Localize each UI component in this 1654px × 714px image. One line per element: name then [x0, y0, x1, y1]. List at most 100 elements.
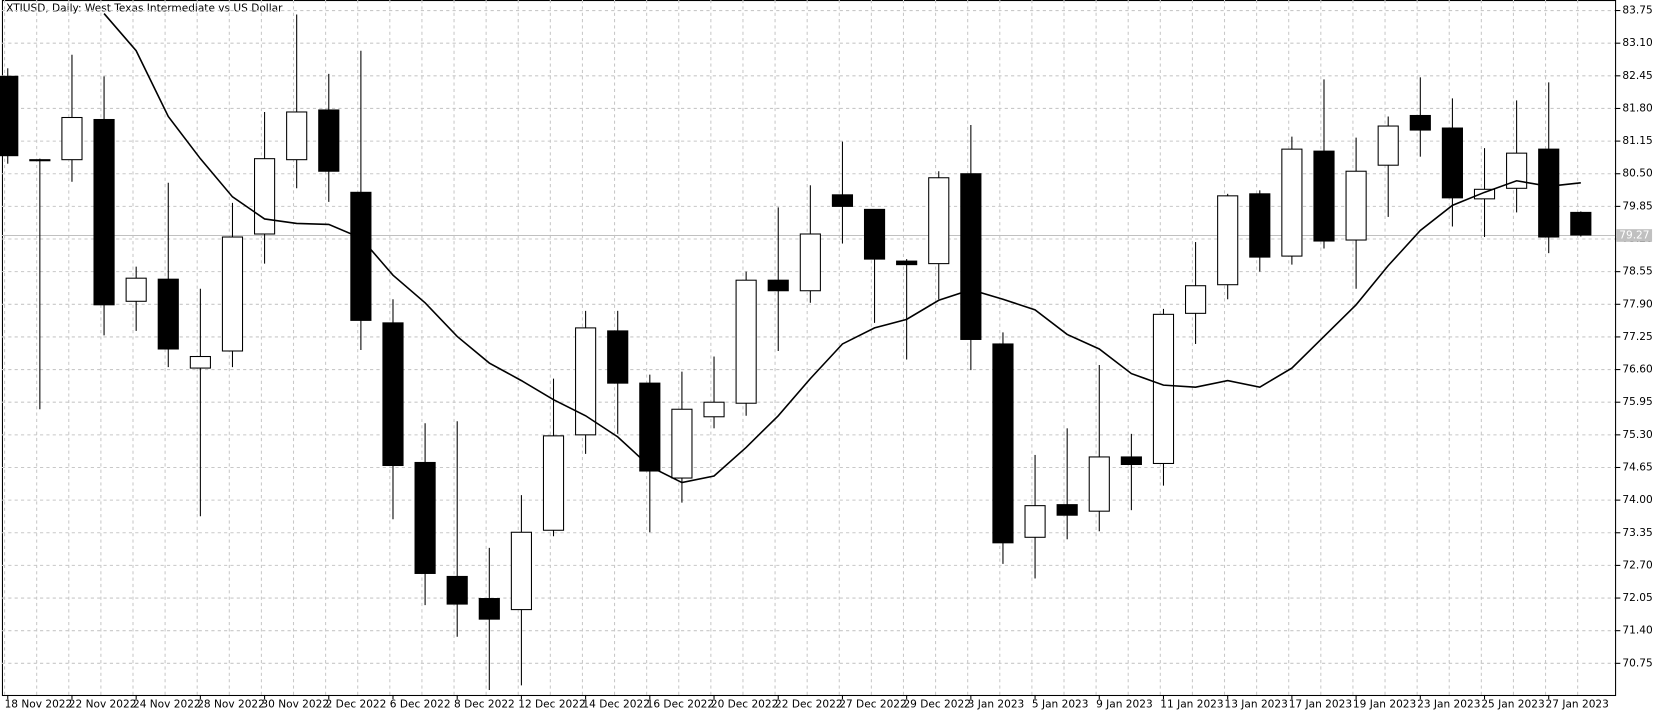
y-tick-label: 76.60 [1622, 364, 1653, 376]
candle-body [1249, 193, 1271, 258]
candle-body [735, 279, 757, 404]
y-tick-label: 77.90 [1622, 298, 1653, 310]
y-tick-label: 71.40 [1622, 625, 1653, 637]
y-tick-label: 72.05 [1622, 592, 1652, 604]
candle-body [575, 327, 597, 436]
candle-body [1185, 285, 1207, 314]
candle-body [1152, 313, 1175, 465]
candle-body [799, 233, 821, 292]
plot-frame [1, 0, 1617, 697]
candle-body [318, 109, 340, 172]
candle-body [639, 382, 661, 472]
x-tick-label: 6 Dec 2022 [390, 698, 451, 710]
candle-body [1281, 148, 1303, 257]
x-tick-label: 5 Jan 2023 [1032, 698, 1089, 710]
candle-body [29, 159, 51, 162]
x-tick-label: 22 Dec 2022 [775, 698, 842, 710]
candle-body [61, 116, 83, 161]
x-tick-label: 17 Jan 2023 [1289, 698, 1352, 710]
moving-average-line [103, 13, 1581, 484]
candle-body [1088, 456, 1110, 512]
candle-body [286, 111, 308, 161]
y-tick-label: 81.15 [1622, 135, 1652, 147]
x-tick-label: 18 Nov 2022 [5, 698, 73, 710]
candle-body [1056, 504, 1078, 516]
candle-body [478, 598, 500, 620]
last-price-label: 79.27 [1619, 230, 1649, 242]
x-tick-label: 19 Jan 2023 [1353, 698, 1416, 710]
candle-body [382, 322, 404, 467]
candle-body [1441, 127, 1463, 199]
candle-body [1570, 211, 1592, 236]
candle-body [0, 75, 19, 157]
candle-body [671, 408, 693, 479]
x-tick-label: 13 Jan 2023 [1225, 698, 1288, 710]
candle-body [928, 177, 950, 265]
candle-body [510, 531, 532, 611]
candle-body [1506, 152, 1528, 189]
x-tick-label: 24 Nov 2022 [133, 698, 201, 710]
y-tick-label: 77.25 [1622, 331, 1652, 343]
x-tick-label: 2 Dec 2022 [326, 698, 387, 710]
x-tick-label: 11 Jan 2023 [1160, 698, 1223, 710]
y-tick-label: 80.50 [1622, 168, 1653, 180]
candle-body [896, 260, 918, 266]
y-tick-label: 75.30 [1622, 429, 1653, 441]
y-tick-label: 75.95 [1622, 396, 1652, 408]
y-tick-label: 78.55 [1622, 266, 1652, 278]
chart-title: XTIUSD, Daily: West Texas Intermediate v… [6, 2, 283, 14]
y-tick-label: 74.65 [1622, 461, 1652, 473]
candle-body [607, 330, 629, 384]
candle-body [254, 158, 276, 235]
candle-body [1024, 505, 1046, 538]
y-tick-label: 73.35 [1622, 527, 1652, 539]
candle-body [831, 194, 854, 207]
x-tick-label: 25 Jan 2023 [1481, 698, 1544, 710]
candle-body [1473, 188, 1496, 200]
x-tick-label: 23 Jan 2023 [1417, 698, 1480, 710]
candle-body [125, 277, 147, 302]
y-tick-label: 82.45 [1622, 70, 1652, 82]
candle-body [1217, 195, 1239, 286]
x-tick-label: 22 Nov 2022 [69, 698, 137, 710]
candle-body [1313, 150, 1335, 242]
y-tick-label: 70.75 [1622, 657, 1652, 669]
x-tick-label: 27 Jan 2023 [1546, 698, 1609, 710]
candle-body [703, 401, 725, 418]
candle-body [863, 208, 886, 260]
x-tick-label: 12 Dec 2022 [518, 698, 585, 710]
x-tick-label: 29 Dec 2022 [903, 698, 970, 710]
candle-body [542, 435, 565, 531]
y-tick-label: 81.80 [1622, 102, 1653, 114]
y-tick-label: 74.00 [1622, 494, 1653, 506]
y-tick-label: 83.75 [1622, 5, 1652, 17]
candle-body [1120, 456, 1142, 466]
candle-body [189, 355, 211, 369]
candle-body [1377, 125, 1399, 166]
candle-body [1538, 148, 1560, 238]
x-tick-label: 16 Dec 2022 [647, 698, 714, 710]
candle-body [1345, 170, 1367, 241]
x-tick-label: 9 Jan 2023 [1096, 698, 1153, 710]
x-tick-label: 8 Dec 2022 [454, 698, 515, 710]
y-tick-label: 83.10 [1622, 37, 1653, 49]
x-tick-label: 30 Nov 2022 [261, 698, 329, 710]
candle-body [1409, 114, 1431, 131]
candle-body [446, 575, 468, 605]
candle-body [221, 236, 244, 352]
x-tick-label: 28 Nov 2022 [197, 698, 265, 710]
y-tick-label: 72.70 [1622, 559, 1653, 571]
candle-body [992, 343, 1014, 544]
candle-body [960, 173, 982, 340]
last-price-box [1616, 229, 1653, 242]
x-tick-label: 14 Dec 2022 [582, 698, 649, 710]
x-tick-label: 27 Dec 2022 [839, 698, 906, 710]
candle-body [767, 279, 789, 292]
y-tick-label: 79.85 [1622, 200, 1652, 212]
candle-body [414, 461, 436, 574]
candle-body [350, 191, 372, 321]
candle-body [157, 278, 179, 350]
candle-body [93, 118, 115, 306]
